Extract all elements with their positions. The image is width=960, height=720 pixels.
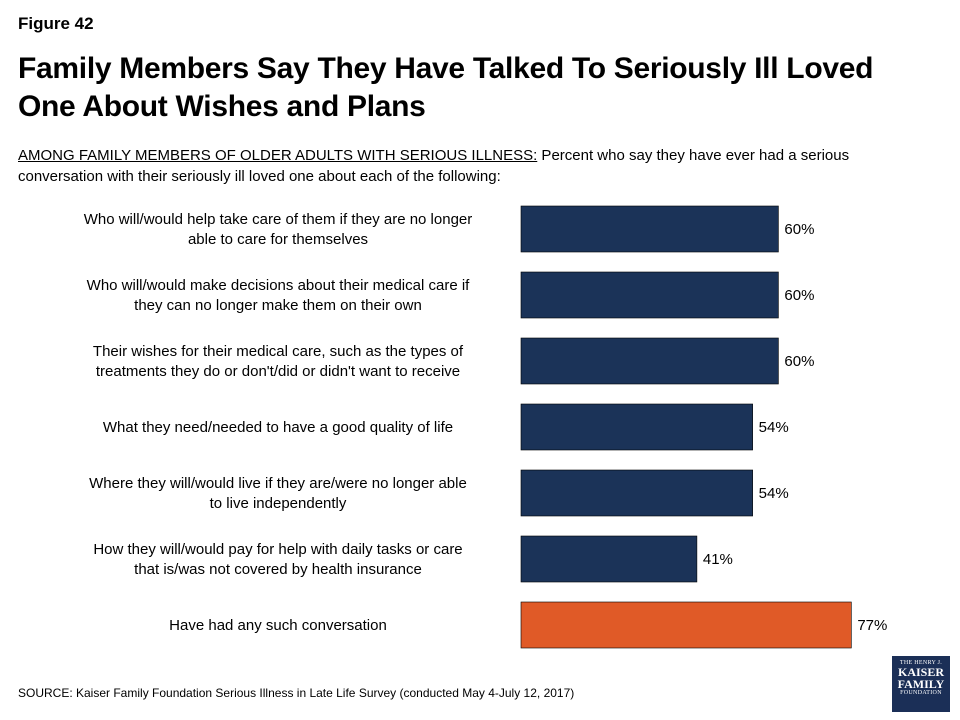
bar-3 bbox=[520, 403, 753, 451]
source-note: SOURCE: Kaiser Family Foundation Serious… bbox=[18, 686, 575, 700]
subtitle-lead: AMONG FAMILY MEMBERS OF OLDER ADULTS WIT… bbox=[18, 147, 538, 164]
chart-subtitle: AMONG FAMILY MEMBERS OF OLDER ADULTS WIT… bbox=[18, 145, 938, 187]
category-label-5: How they will/would pay for help with da… bbox=[93, 541, 462, 578]
bar-6 bbox=[520, 601, 852, 649]
logo-line-3: FAMILY bbox=[897, 677, 945, 691]
value-label-3: 54% bbox=[759, 419, 789, 436]
figure-label: Figure 42 bbox=[18, 14, 94, 33]
bar-5 bbox=[520, 535, 698, 583]
chart-title: Family Members Say They Have Talked To S… bbox=[18, 52, 874, 123]
subtitle-rest: Percent who say they have ever had a ser… bbox=[18, 147, 850, 185]
category-label-3: What they need/needed to have a good qua… bbox=[103, 419, 453, 436]
logo-line-1: THE HENRY J. bbox=[899, 660, 943, 666]
logo-line-4: FOUNDATION bbox=[900, 690, 942, 696]
value-label-5: 41% bbox=[703, 551, 733, 568]
bar-4 bbox=[520, 469, 753, 517]
bar-0 bbox=[520, 205, 779, 253]
category-label-6: Have had any such conversation bbox=[169, 617, 387, 634]
category-label-4: Where they will/would live if they are/w… bbox=[89, 475, 467, 512]
kff-logo: THE HENRY J. KAISER FAMILY FOUNDATION bbox=[892, 656, 950, 712]
category-label-1: Who will/would make decisions about thei… bbox=[87, 277, 471, 314]
bar-chart: 60% Who will/would help take care of them… bbox=[84, 205, 887, 649]
category-label-0: Who will/would help take care of them if… bbox=[84, 211, 473, 248]
category-label-2: Their wishes for their medical care, suc… bbox=[93, 343, 464, 380]
value-label-2: 60% bbox=[784, 353, 814, 370]
bar-1 bbox=[520, 271, 779, 319]
value-label-4: 54% bbox=[759, 485, 789, 502]
value-label-6: 77% bbox=[857, 617, 887, 634]
value-label-0: 60% bbox=[784, 221, 814, 238]
bar-2 bbox=[520, 337, 779, 385]
logo-line-2: KAISER bbox=[897, 665, 944, 679]
value-label-1: 60% bbox=[784, 287, 814, 304]
